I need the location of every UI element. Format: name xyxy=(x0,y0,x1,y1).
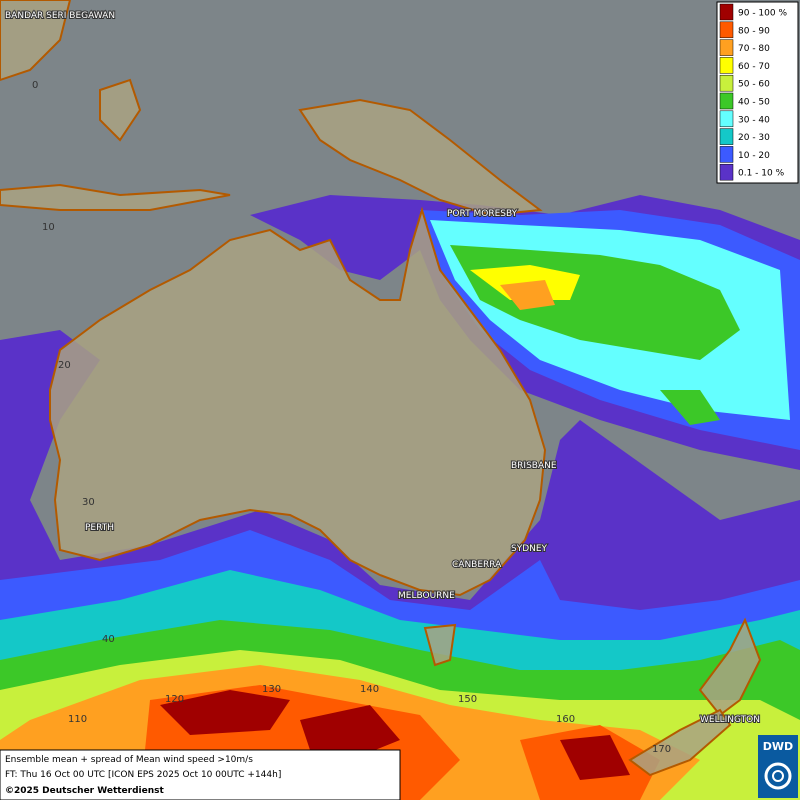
place-label: PORT MORESBY xyxy=(447,209,518,219)
footer: Ensemble mean + spread of Mean wind spee… xyxy=(0,749,401,801)
legend-swatch xyxy=(719,128,734,145)
legend-label: 20 - 30 xyxy=(738,133,770,143)
area xyxy=(160,690,290,735)
lon-label: 110 xyxy=(68,714,87,725)
places: BANDAR SERI BEGAWAN PORT MORESBY BRISBAN… xyxy=(4,10,761,726)
place-label: PERTH xyxy=(85,523,114,533)
footer-text: Ensemble mean + spread of Mean wind spee… xyxy=(5,755,253,765)
legend-swatch xyxy=(719,163,734,181)
australia xyxy=(49,206,547,597)
land xyxy=(0,0,762,777)
legend-label: 60 - 70 xyxy=(738,62,770,72)
place-label: CANBERRA xyxy=(452,560,502,570)
lat-label: 30 xyxy=(82,497,95,508)
lon-label: 160 xyxy=(556,714,575,725)
area xyxy=(560,735,630,780)
legend: 90 - 100 % 80 - 90 70 - 80 60 - 70 50 - 60 40… xyxy=(716,1,799,184)
legend-swatch xyxy=(719,110,734,128)
nz-south xyxy=(628,708,732,777)
legend-swatch xyxy=(719,57,734,74)
logo: DWD xyxy=(758,735,798,798)
sulawesi xyxy=(99,78,142,142)
lon-label: 150 xyxy=(458,694,477,705)
area xyxy=(300,705,400,760)
borneo xyxy=(0,0,72,82)
legend-label: 90 - 100 % xyxy=(738,9,787,19)
lat-label: 20 xyxy=(58,360,71,371)
legend-swatch xyxy=(719,21,734,39)
legend-label: 30 - 40 xyxy=(738,115,770,125)
place-label: BRISBANE xyxy=(511,461,557,471)
lon-label: 130 xyxy=(262,684,281,695)
islands xyxy=(0,183,231,211)
place-label: WELLINGTON xyxy=(700,715,760,725)
new-guinea xyxy=(298,98,543,217)
legend-label: 50 - 60 xyxy=(738,80,770,90)
tasmania xyxy=(423,623,457,667)
legend-label: 0.1 - 10 % xyxy=(738,169,785,179)
legend-label: 80 - 90 xyxy=(738,26,770,36)
lat-label: 40 xyxy=(102,634,115,645)
lon-label: 120 xyxy=(165,694,184,705)
legend-label: 40 - 50 xyxy=(738,98,770,108)
lon-label: 170 xyxy=(652,744,671,755)
lon-label: 140 xyxy=(360,684,379,695)
legend-swatch xyxy=(719,146,734,163)
place-label: SYDNEY xyxy=(511,544,548,554)
logo-swirl xyxy=(772,770,784,782)
place-label: BANDAR SERI BEGAWAN xyxy=(5,11,115,21)
lat-label: 10 xyxy=(42,222,55,233)
graticule-labels: 0 10 20 30 40 110 120 130 140 150 160 17… xyxy=(32,80,671,755)
legend-label: 70 - 80 xyxy=(738,44,770,54)
probability-areas xyxy=(0,195,800,800)
logo-text: DWD xyxy=(763,740,793,753)
footer-text: ©2025 Deutscher Wetterdienst xyxy=(5,786,164,796)
place-label: MELBOURNE xyxy=(398,591,455,601)
legend-swatch xyxy=(719,92,734,110)
logo-swirl xyxy=(764,762,792,790)
area xyxy=(660,390,720,425)
legend-label: 10 - 20 xyxy=(738,151,770,161)
area xyxy=(500,280,555,310)
legend-swatch xyxy=(719,3,734,21)
legend-swatch xyxy=(719,74,734,92)
legend-swatch xyxy=(719,39,734,56)
lat-label: 0 xyxy=(32,80,38,91)
footer-text: FT: Thu 16 Oct 00 UTC [ICON EPS 2025 Oct… xyxy=(5,770,281,780)
